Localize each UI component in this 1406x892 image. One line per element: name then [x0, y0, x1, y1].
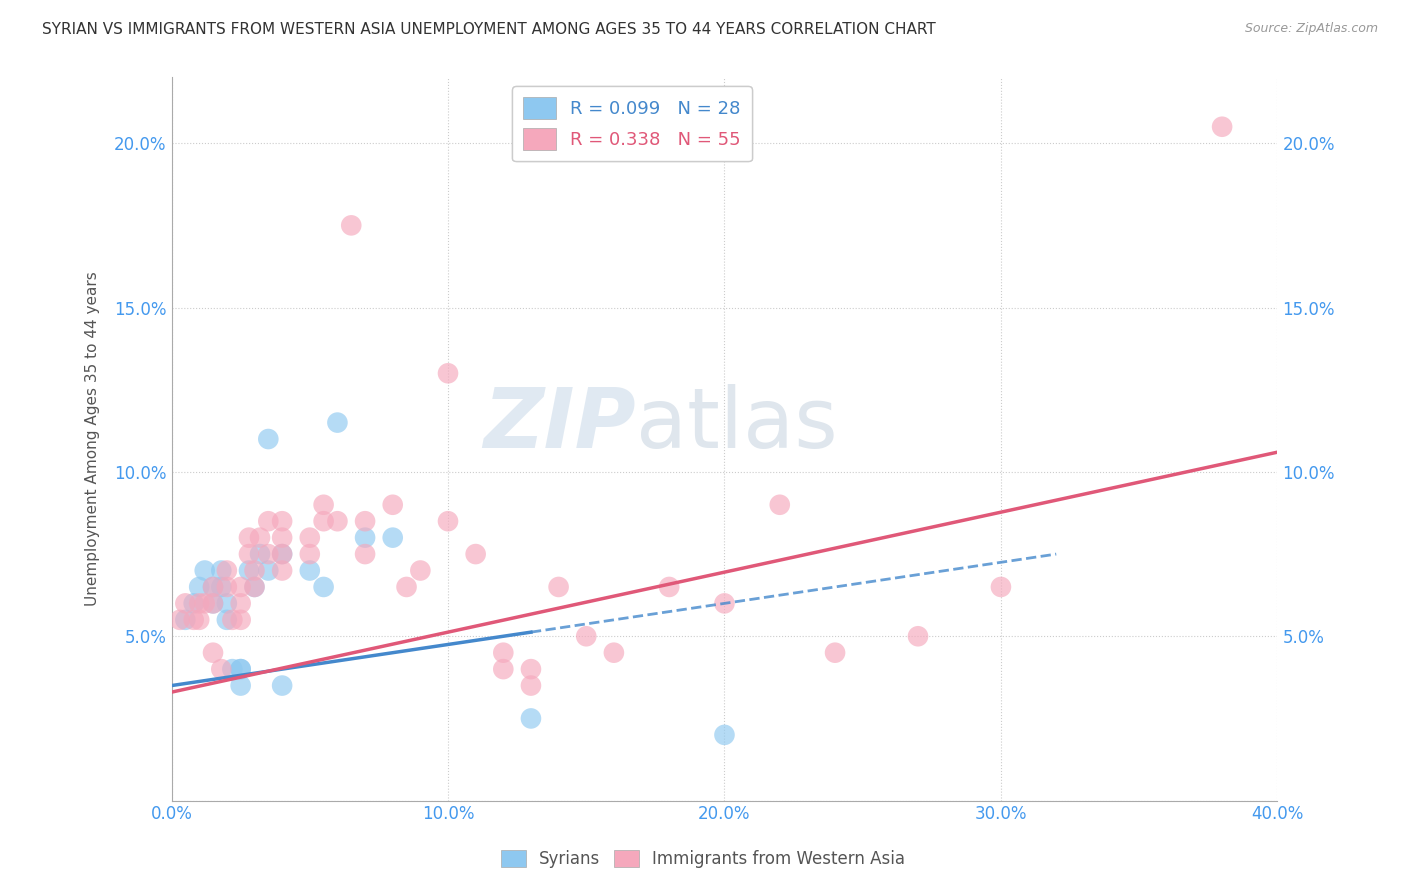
Point — [257, 564, 280, 578]
Point — [188, 613, 211, 627]
Point — [229, 580, 252, 594]
Point — [249, 531, 271, 545]
Point — [547, 580, 569, 594]
Point — [409, 564, 432, 578]
Point — [229, 596, 252, 610]
Point — [229, 662, 252, 676]
Point — [202, 596, 225, 610]
Point — [326, 514, 349, 528]
Point — [354, 514, 377, 528]
Point — [215, 596, 238, 610]
Text: atlas: atlas — [636, 384, 838, 465]
Point — [824, 646, 846, 660]
Point — [238, 547, 260, 561]
Point — [169, 613, 191, 627]
Point — [492, 646, 515, 660]
Point — [326, 416, 349, 430]
Point — [520, 679, 543, 693]
Point — [381, 531, 404, 545]
Point — [575, 629, 598, 643]
Point — [437, 514, 460, 528]
Legend: Syrians, Immigrants from Western Asia: Syrians, Immigrants from Western Asia — [494, 843, 912, 875]
Point — [249, 547, 271, 561]
Point — [257, 514, 280, 528]
Point — [340, 219, 363, 233]
Point — [202, 596, 225, 610]
Point — [713, 728, 735, 742]
Point — [437, 366, 460, 380]
Point — [243, 564, 266, 578]
Point — [215, 564, 238, 578]
Text: ZIP: ZIP — [484, 384, 636, 465]
Point — [215, 580, 238, 594]
Text: Source: ZipAtlas.com: Source: ZipAtlas.com — [1244, 22, 1378, 36]
Point — [354, 531, 377, 545]
Point — [238, 564, 260, 578]
Point — [298, 547, 321, 561]
Legend: R = 0.099   N = 28, R = 0.338   N = 55: R = 0.099 N = 28, R = 0.338 N = 55 — [512, 87, 752, 161]
Point — [271, 547, 294, 561]
Point — [520, 711, 543, 725]
Point — [238, 531, 260, 545]
Point — [243, 580, 266, 594]
Point — [603, 646, 626, 660]
Point — [271, 679, 294, 693]
Point — [202, 580, 225, 594]
Point — [271, 547, 294, 561]
Point — [188, 596, 211, 610]
Point — [183, 613, 205, 627]
Point — [492, 662, 515, 676]
Point — [209, 564, 232, 578]
Point — [990, 580, 1012, 594]
Point — [202, 646, 225, 660]
Point — [271, 531, 294, 545]
Point — [520, 662, 543, 676]
Point — [381, 498, 404, 512]
Point — [907, 629, 929, 643]
Point — [312, 580, 335, 594]
Point — [221, 662, 243, 676]
Point — [271, 514, 294, 528]
Point — [229, 662, 252, 676]
Point — [209, 580, 232, 594]
Point — [243, 580, 266, 594]
Point — [464, 547, 486, 561]
Y-axis label: Unemployment Among Ages 35 to 44 years: Unemployment Among Ages 35 to 44 years — [86, 272, 100, 607]
Point — [215, 613, 238, 627]
Text: SYRIAN VS IMMIGRANTS FROM WESTERN ASIA UNEMPLOYMENT AMONG AGES 35 TO 44 YEARS CO: SYRIAN VS IMMIGRANTS FROM WESTERN ASIA U… — [42, 22, 936, 37]
Point — [354, 547, 377, 561]
Point — [312, 498, 335, 512]
Point — [202, 580, 225, 594]
Point — [713, 596, 735, 610]
Point — [194, 564, 217, 578]
Point — [183, 596, 205, 610]
Point — [174, 596, 197, 610]
Point — [1211, 120, 1233, 134]
Point — [188, 580, 211, 594]
Point — [257, 547, 280, 561]
Point — [298, 531, 321, 545]
Point — [271, 564, 294, 578]
Point — [174, 613, 197, 627]
Point — [395, 580, 418, 594]
Point — [769, 498, 792, 512]
Point — [257, 432, 280, 446]
Point — [229, 613, 252, 627]
Point — [312, 514, 335, 528]
Point — [229, 679, 252, 693]
Point — [298, 564, 321, 578]
Point — [658, 580, 681, 594]
Point — [221, 613, 243, 627]
Point — [209, 662, 232, 676]
Point — [194, 596, 217, 610]
